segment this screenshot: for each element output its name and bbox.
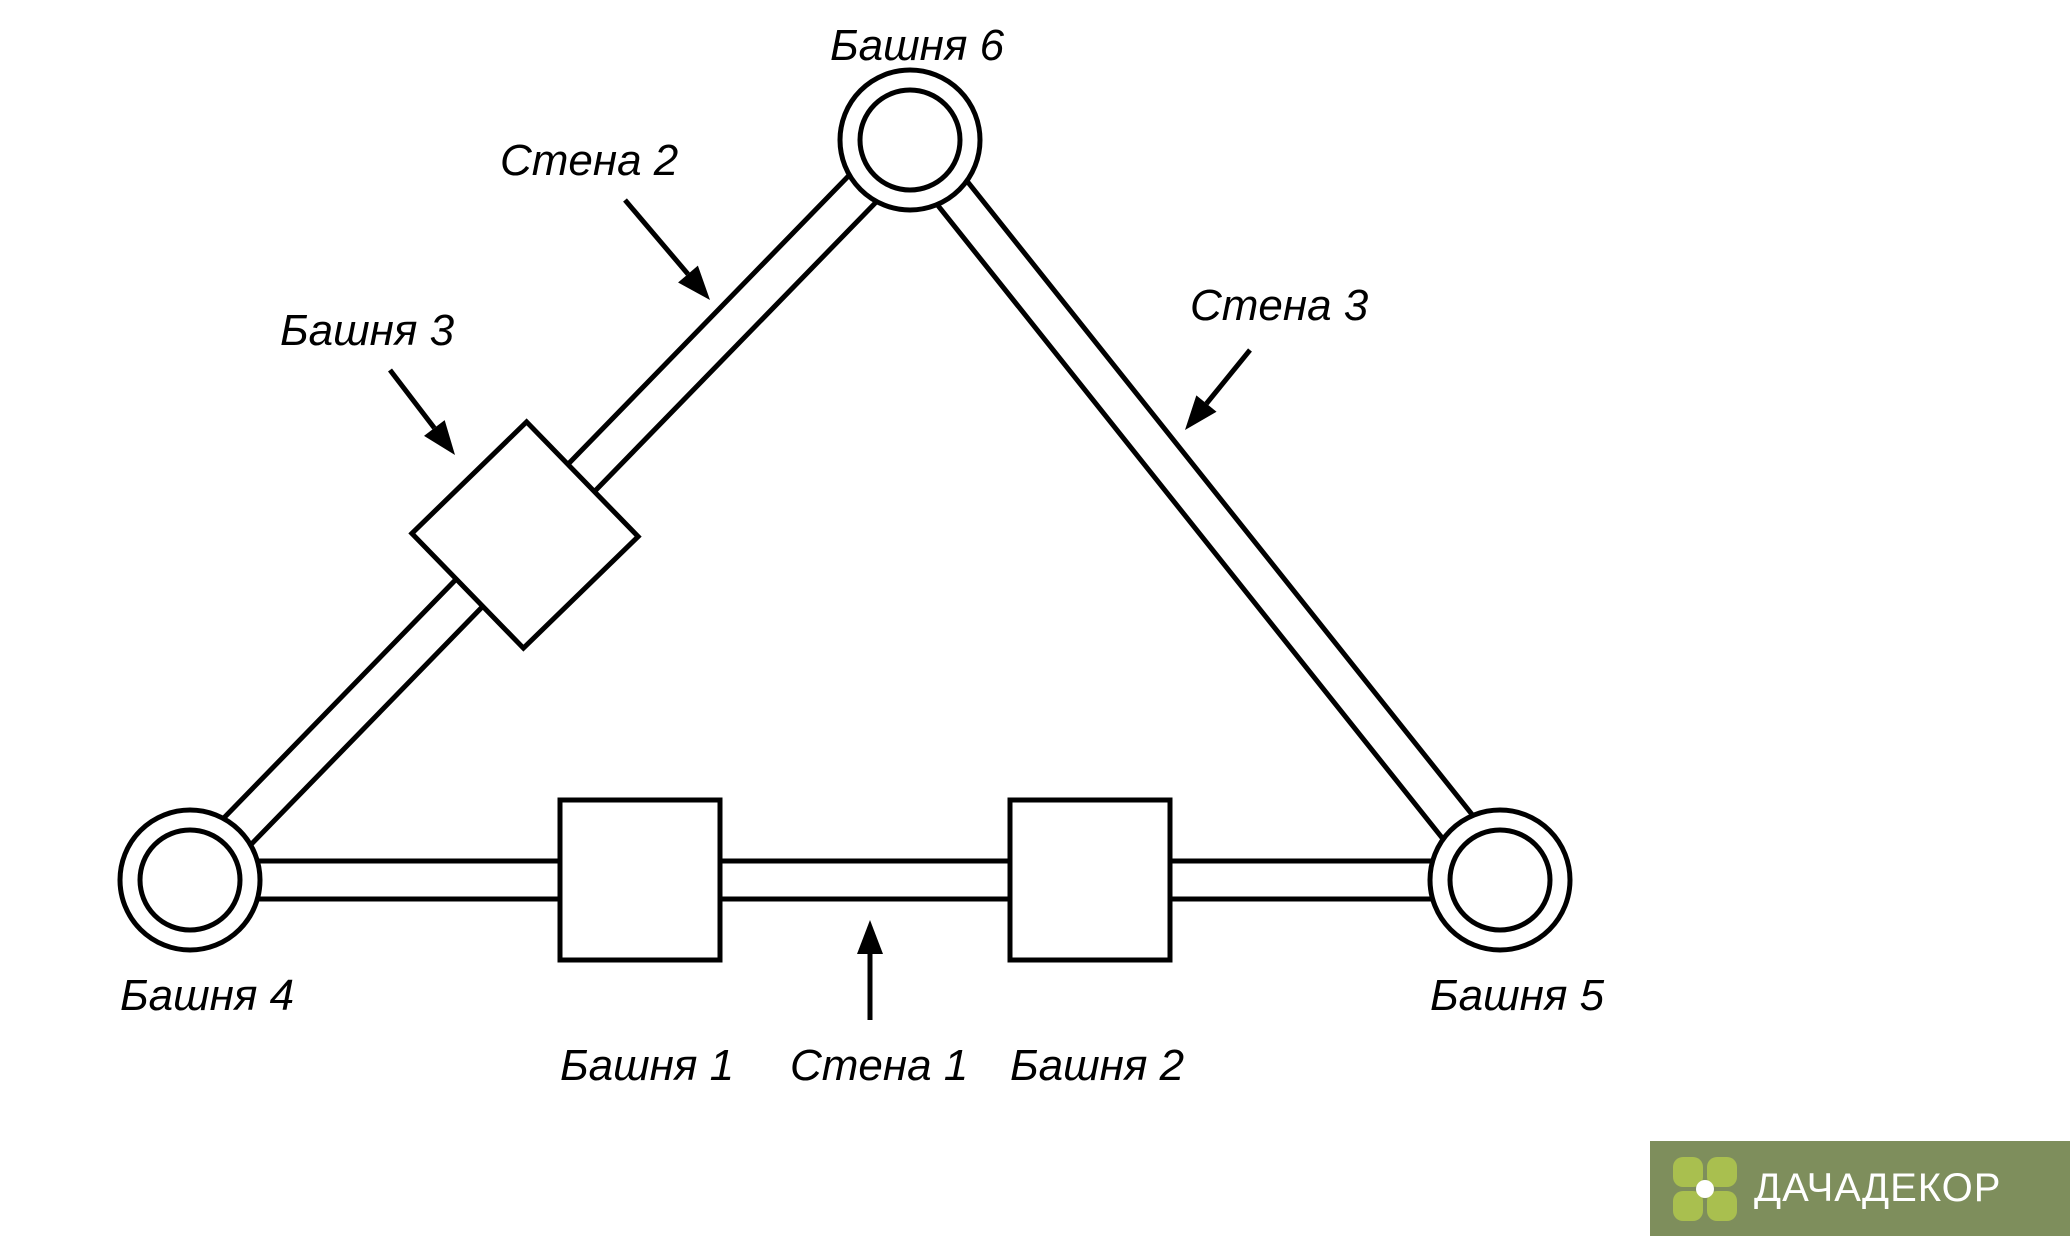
flower-petal-icon: [1673, 1157, 1703, 1187]
wall: [904, 139, 1506, 881]
watermark: ДАЧАДЕКОР: [1650, 1141, 2070, 1236]
wall-label: Стена 1: [790, 1041, 968, 1090]
wall-label: Стена 3: [1190, 281, 1369, 330]
tower-label: Башня 5: [1430, 971, 1605, 1020]
flower-center-icon: [1696, 1180, 1714, 1198]
round-tower-inner: [1450, 830, 1550, 930]
tower-label: Башня 4: [120, 971, 294, 1020]
watermark-text-reg: ДЕКОР: [1862, 1166, 2001, 1210]
arrow-shaft: [1206, 350, 1250, 404]
flower-petal-icon: [1707, 1191, 1737, 1221]
tower-label: Башня 1: [560, 1041, 734, 1090]
wall: [204, 861, 1486, 899]
square-tower: [560, 800, 720, 960]
wall-label: Стена 2: [500, 136, 678, 185]
square-tower: [1010, 800, 1170, 960]
round-tower-inner: [860, 90, 960, 190]
arrow-head: [857, 920, 883, 954]
tower-label: Башня 6: [830, 21, 1005, 70]
flower-petal-icon: [1673, 1191, 1703, 1221]
watermark-text-light: ДАЧА: [1754, 1166, 1862, 1210]
tower-label: Башня 3: [280, 306, 455, 355]
arrow-shaft: [390, 370, 434, 428]
watermark-text: ДАЧАДЕКОР: [1754, 1166, 2001, 1211]
flower-petal-icon: [1707, 1157, 1737, 1187]
arrow-head: [424, 420, 455, 455]
arrow-shaft: [625, 200, 688, 274]
tower-label: Башня 2: [1010, 1041, 1184, 1090]
round-tower-inner: [140, 830, 240, 930]
flower-icon: [1670, 1154, 1740, 1224]
